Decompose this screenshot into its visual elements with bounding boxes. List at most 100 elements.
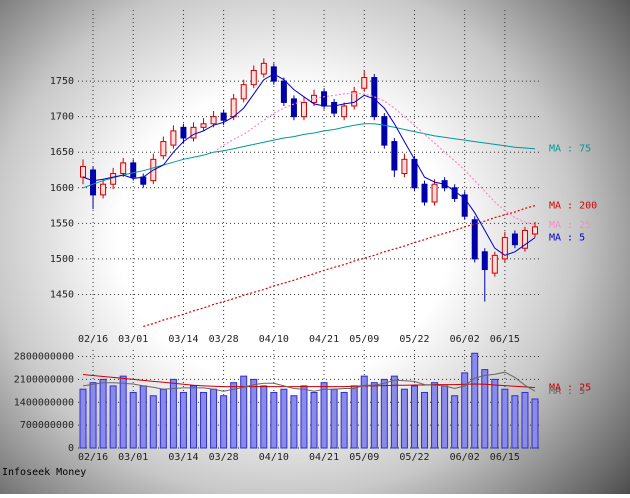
candle-body	[491, 254, 498, 274]
x-tick-label: 02/16	[78, 334, 108, 345]
candle-body	[391, 141, 398, 171]
volume-bar	[169, 378, 177, 449]
candle-body	[80, 165, 86, 178]
volume-bar	[390, 375, 398, 449]
x-tick-label: 03/28	[209, 452, 239, 463]
candle-body	[511, 233, 518, 246]
candle-body	[501, 237, 508, 260]
candle-body	[341, 105, 348, 118]
x-tick-label: 05/09	[349, 452, 379, 463]
y-tick-label: 1450	[50, 289, 74, 300]
x-tick-label: 03/14	[168, 334, 198, 345]
volume-bar	[501, 388, 509, 449]
candle-body	[120, 162, 127, 175]
volume-bar	[461, 372, 469, 449]
candle-body	[90, 169, 97, 196]
volume-bar	[210, 388, 218, 449]
volume-bar	[99, 378, 107, 449]
volume-bar	[230, 382, 238, 449]
x-tick-label: 03/01	[118, 334, 148, 345]
candle-body	[431, 183, 438, 203]
volume-bar	[179, 391, 187, 449]
x-tick-label: 06/15	[490, 452, 520, 463]
ma-line	[82, 374, 536, 389]
candle-body	[210, 116, 217, 125]
candle-body	[160, 141, 167, 157]
legend-label: MA : 5	[549, 386, 585, 397]
volume-bar	[320, 382, 328, 449]
candle-body	[180, 126, 187, 139]
candle-body	[240, 84, 247, 100]
candle-body	[461, 194, 468, 217]
volume-bar	[119, 375, 127, 449]
volume-bar	[270, 391, 278, 449]
x-tick-label: 06/15	[490, 334, 520, 345]
candle-body	[190, 126, 197, 139]
y-tick-label: 700000000	[20, 420, 74, 431]
candle-body	[381, 116, 388, 146]
volume-bar	[370, 382, 378, 449]
candle-body	[130, 162, 137, 178]
x-tick-label: 02/16	[78, 452, 108, 463]
volume-bar	[521, 391, 529, 449]
volume-bar	[471, 352, 479, 449]
volume-bar	[360, 375, 368, 449]
y-tick-label: 1750	[50, 76, 74, 87]
y-tick-label: 0	[68, 443, 74, 454]
candle-body	[361, 77, 368, 89]
volume-bar	[350, 385, 358, 449]
x-tick-label: 03/28	[209, 334, 239, 345]
y-tick-label: 1500	[50, 254, 74, 265]
volume-bar	[129, 391, 137, 449]
candle-body	[260, 62, 267, 75]
candle-body	[351, 91, 358, 107]
candle-body	[100, 183, 107, 196]
legend-label: MA : 5	[549, 233, 585, 244]
x-tick-label: 05/22	[399, 334, 429, 345]
volume-bar	[220, 395, 228, 449]
y-tick-label: 1550	[50, 218, 74, 229]
candle-body	[230, 98, 237, 118]
x-tick-label: 03/01	[118, 452, 148, 463]
volume-bar	[89, 382, 97, 449]
x-tick-label: 04/10	[259, 334, 289, 345]
x-tick-label: 04/21	[309, 334, 339, 345]
volume-bar	[441, 385, 449, 449]
volume-bar	[189, 385, 197, 449]
x-tick-label: 04/10	[259, 452, 289, 463]
legend-label: MA : 200	[549, 201, 597, 212]
footer: Infoseek Money	[2, 467, 86, 478]
candle-body	[300, 101, 307, 118]
volume-bar	[340, 391, 348, 449]
ma-line	[82, 123, 536, 189]
ma-line	[82, 73, 536, 256]
candle-body	[280, 80, 287, 103]
volume-bar	[200, 391, 208, 449]
candle-body	[411, 158, 418, 189]
volume-bar	[300, 385, 308, 449]
candle-body	[170, 130, 177, 146]
x-tick-label: 05/22	[399, 452, 429, 463]
volume-bar	[79, 388, 87, 449]
volume-bar	[451, 395, 459, 449]
volume-bar	[431, 382, 439, 449]
volume-bar	[511, 395, 519, 449]
volume-bar	[380, 378, 388, 449]
volume-bar	[159, 388, 167, 449]
ma-line	[82, 371, 536, 392]
y-tick-label: 1400000000	[14, 397, 74, 408]
candle-body	[220, 112, 227, 121]
volume-bar	[139, 385, 147, 449]
legend-label: MA : 25	[549, 220, 591, 231]
volume-bar	[240, 375, 248, 449]
candle-body	[250, 69, 257, 86]
ma-line	[143, 205, 536, 327]
volume-bar	[260, 385, 268, 449]
legend-label: MA : 75	[549, 144, 591, 155]
candle-body	[471, 219, 478, 260]
volume-bar	[481, 369, 489, 449]
volume-bar	[109, 385, 117, 449]
y-tick-label: 2100000000	[14, 374, 74, 385]
candle-body	[290, 98, 297, 118]
candle-body	[321, 91, 328, 107]
